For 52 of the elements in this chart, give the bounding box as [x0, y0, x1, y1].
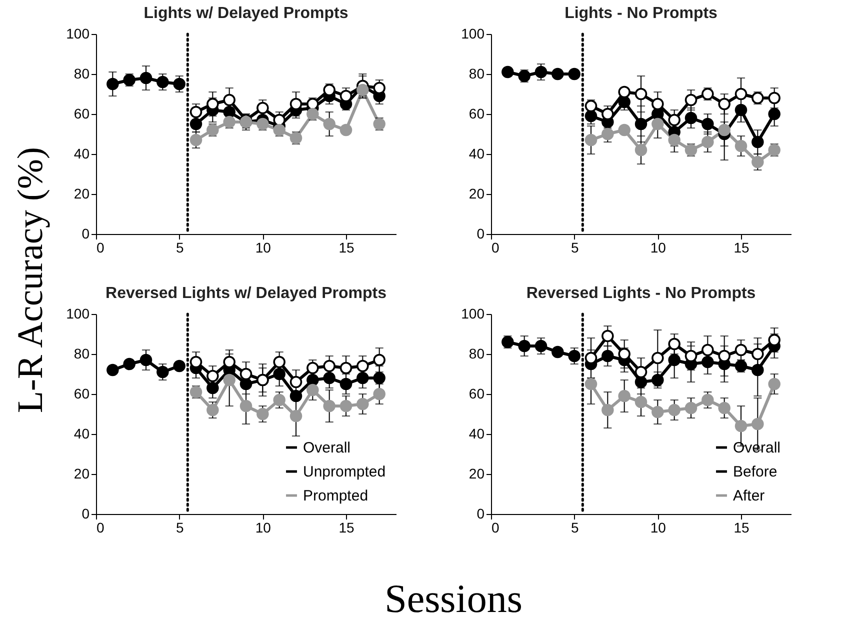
y-tick-label: 20 — [74, 466, 90, 482]
legend-label: Overall — [733, 440, 781, 456]
y-tick-label: 80 — [468, 66, 485, 82]
x-axis-title: Sessions — [384, 575, 524, 622]
legend-label: Before — [733, 464, 778, 480]
x-tick-label: 15 — [338, 520, 354, 536]
x-tick-label: 10 — [255, 520, 272, 536]
x-tick-label: 5 — [570, 240, 579, 256]
y-tick-label: 0 — [476, 506, 485, 522]
y-tick-label: 20 — [74, 186, 90, 202]
y-tick-label: 80 — [468, 346, 485, 362]
y-tick-label: 80 — [74, 346, 90, 362]
chart-title: Lights w/ Delayed Prompts — [144, 5, 348, 22]
legend-label: Unprompted — [303, 464, 386, 480]
legend-label: Prompted — [303, 488, 368, 504]
y-tick-label: 40 — [468, 426, 485, 442]
x-tick-label: 15 — [734, 240, 750, 256]
legend-label: After — [733, 488, 765, 504]
x-tick-label: 10 — [650, 520, 666, 536]
x-tick-label: 0 — [492, 240, 500, 256]
y-tick-label: 0 — [82, 226, 90, 242]
y-axis-title: L-R Accuracy (%) — [9, 147, 51, 413]
y-tick-label: 0 — [476, 226, 485, 242]
y-tick-label: 40 — [74, 146, 90, 162]
y-tick-label: 60 — [74, 386, 90, 402]
y-tick-label: 40 — [74, 426, 90, 442]
chart-title: Reversed Lights - No Prompts — [526, 285, 756, 302]
x-tick-label: 10 — [650, 240, 666, 256]
x-tick-label: 15 — [734, 520, 750, 536]
y-tick-label: 100 — [461, 306, 485, 322]
y-tick-label: 60 — [74, 106, 90, 122]
chart-title: Reversed Lights w/ Delayed Prompts — [106, 285, 387, 302]
x-tick-label: 15 — [338, 240, 354, 256]
chart-title: Lights - No Prompts — [564, 5, 718, 22]
y-tick-label: 60 — [468, 386, 485, 402]
legend-label: Overall — [303, 440, 351, 456]
y-tick-label: 20 — [468, 186, 485, 202]
y-tick-label: 100 — [66, 26, 90, 42]
x-tick-label: 0 — [96, 240, 104, 256]
y-tick-label: 80 — [74, 66, 90, 82]
y-tick-label: 60 — [468, 106, 485, 122]
x-tick-label: 5 — [176, 240, 184, 256]
x-tick-label: 0 — [96, 520, 104, 536]
x-tick-label: 0 — [492, 520, 500, 536]
y-tick-label: 100 — [461, 26, 485, 42]
y-tick-label: 40 — [468, 146, 485, 162]
x-tick-label: 5 — [176, 520, 184, 536]
x-tick-label: 10 — [255, 240, 272, 256]
y-tick-label: 0 — [82, 506, 90, 522]
y-tick-label: 20 — [468, 466, 485, 482]
y-tick-label: 100 — [66, 306, 90, 322]
x-tick-label: 5 — [570, 520, 579, 536]
